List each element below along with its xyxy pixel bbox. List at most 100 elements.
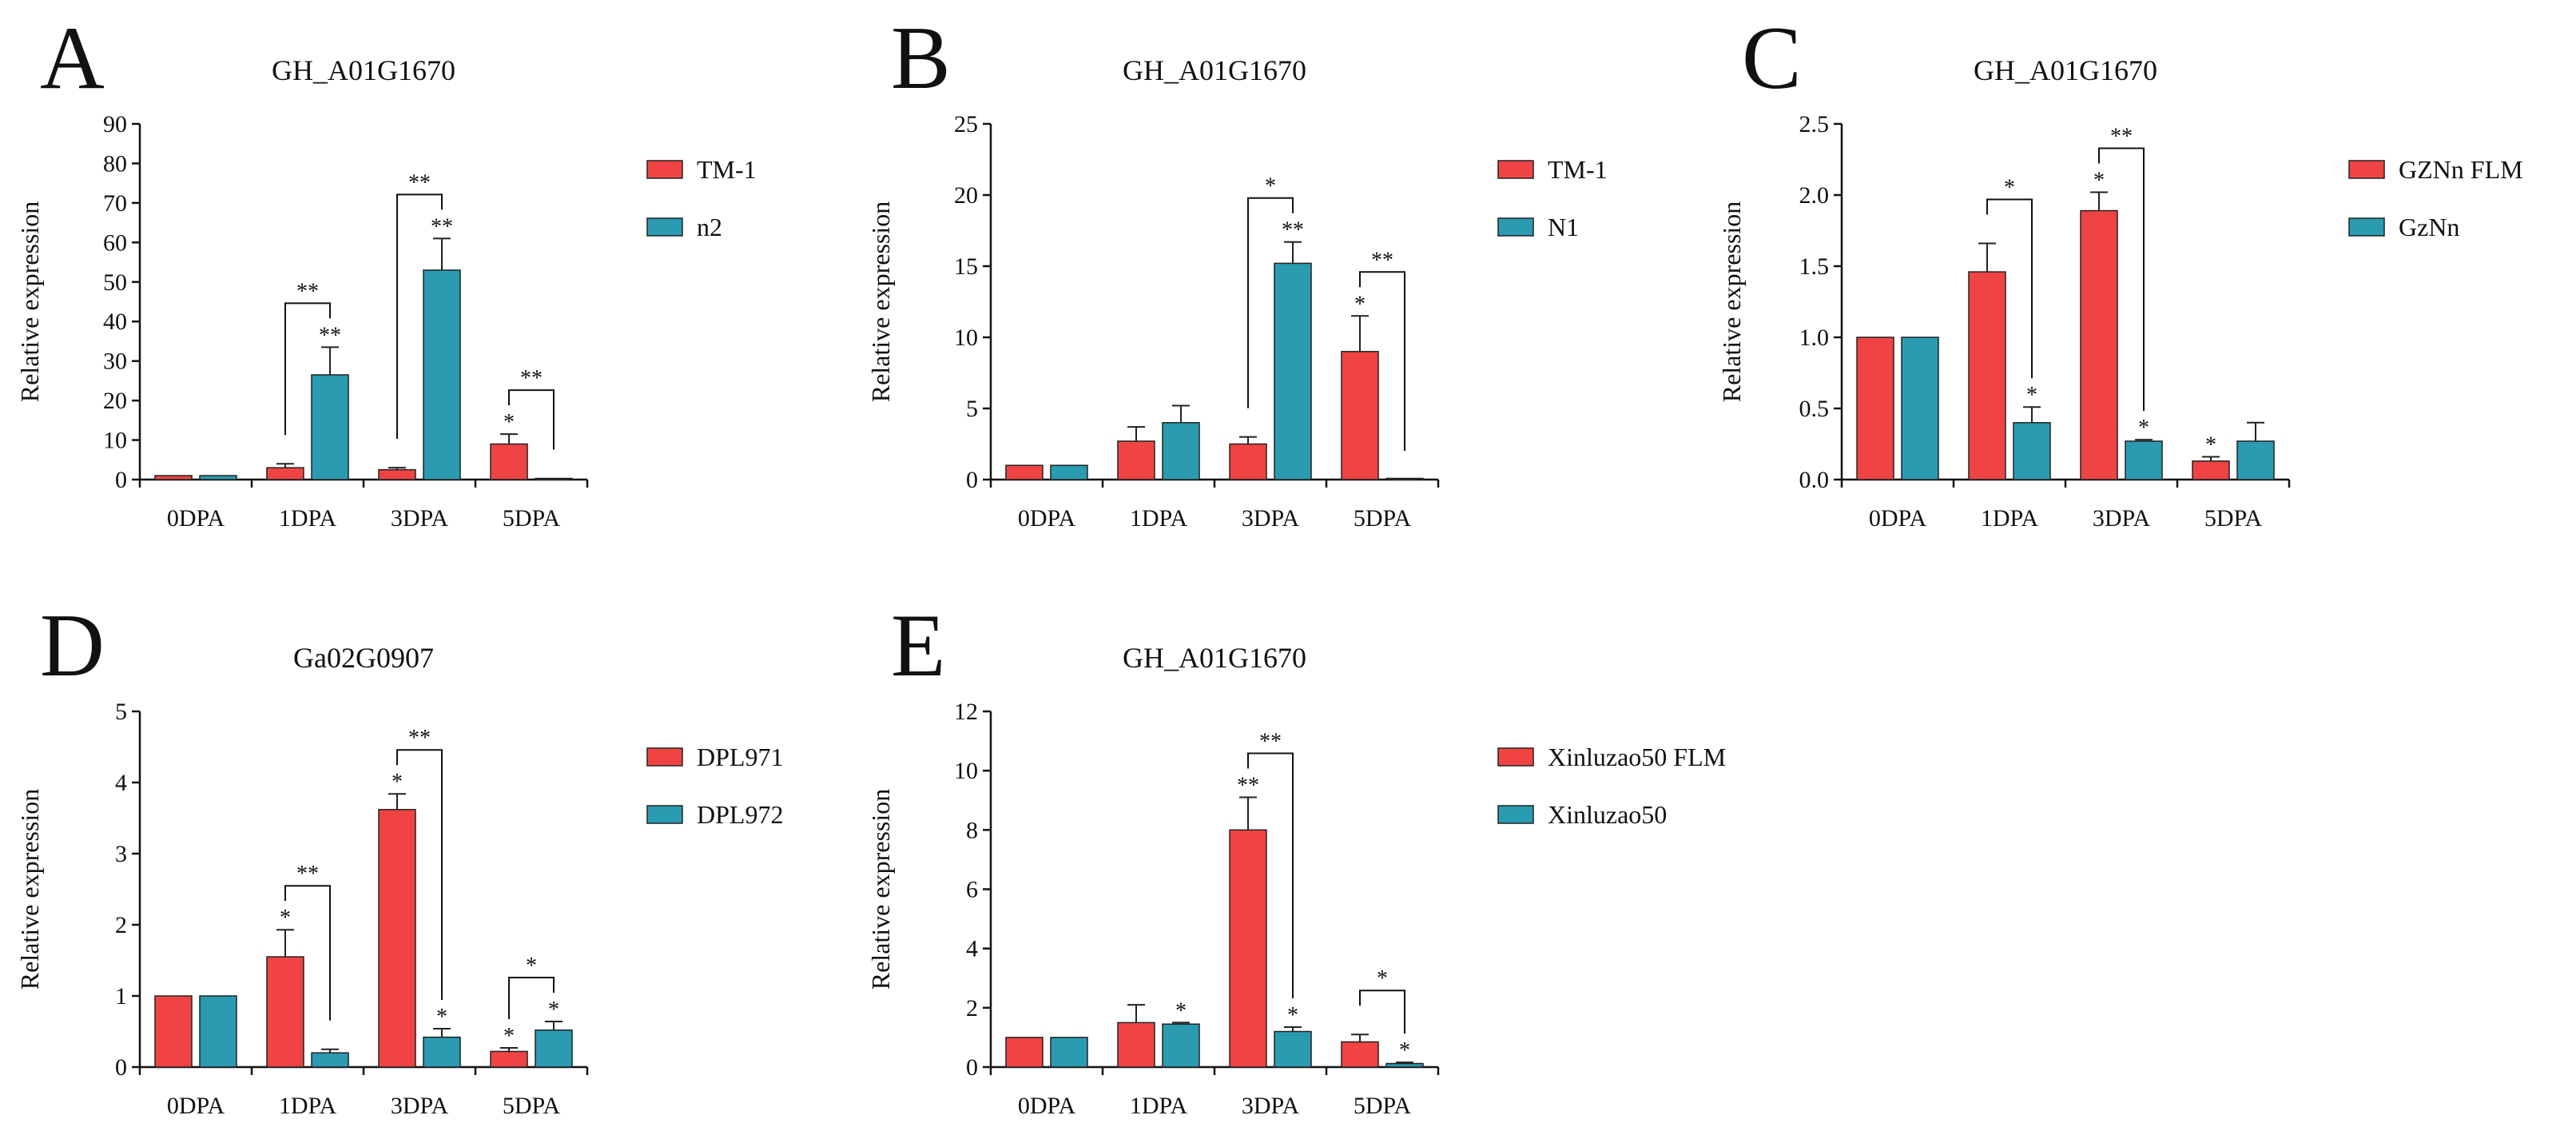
chart-b: B GH_A01G1670 0 5 10 15 20 25 Relative expressio… [866,9,1608,532]
chart-b-comparison-label: ** [1371,248,1393,273]
chart-b-bar-n1 [1274,262,1312,480]
chart-e-legend-label: Xinluzao50 [1548,800,1667,829]
chart-a-y-tick-label: 80 [103,150,127,177]
chart-a-comparison-label: ** [520,366,543,391]
chart-d-legend-swatch [646,805,683,824]
chart-a-x-tick-label: 3DPA [391,505,449,532]
chart-e-y-tick-label: 0 [966,1054,978,1081]
chart-a-comparison-bracket [396,193,443,440]
chart-b-bar-tm-1 [1117,440,1155,480]
chart-d-bar-dpl972 [423,1036,461,1068]
chart-e-comparison-bracket [1359,990,1405,1034]
chart-b-y-tick-label: 15 [954,253,978,280]
chart-d: D Ga02G0907 0 1 2 3 4 5 Relative expression 0DPA 1… [15,596,783,1119]
chart-a-bar-n2 [311,374,349,480]
chart-d-bar-dpl971 [490,1050,528,1068]
chart-d-significance-mark: * [280,906,291,930]
chart-e-x-tick-label: 0DPA [1018,1093,1076,1119]
chart-a-comparison-bracket [284,302,331,436]
chart-c-bar-gznn-flm [2080,209,2118,480]
chart-c-legend-swatch [2348,160,2385,179]
chart-d-panel-letter: D [40,596,105,695]
chart-b-x-tick-label: 3DPA [1242,505,1300,532]
chart-a-x-tick-label: 5DPA [503,505,561,532]
chart-b-comparison-bracket [1359,271,1405,451]
chart-b-y-tick-label: 0 [966,467,978,493]
chart-e-panel-letter: E [891,596,945,695]
chart-c-y-label: Relative expression [1717,201,1746,402]
chart-e-comparison-label: ** [1259,730,1282,755]
chart-e-bar-xinluzao50 [1385,1062,1424,1068]
chart-e-comparison-bracket [1247,752,1294,998]
chart-e-significance-mark: * [1175,998,1187,1023]
chart-b-y-tick-label: 5 [966,396,978,422]
chart-b-bar-tm-1 [1229,443,1267,480]
chart-d-bar-dpl972 [535,1029,573,1068]
chart-b-y-tick-label: 10 [954,325,978,351]
chart-b-title: GH_A01G1670 [1123,54,1306,86]
chart-c-significance-mark: * [2205,433,2216,458]
chart-c-x-tick-label: 1DPA [1981,505,2039,532]
chart-e-comparison-label: * [1377,966,1388,991]
chart-b-bar-n1 [1385,477,1424,480]
chart-a-legend-swatch [646,217,683,237]
chart-a-y-tick-label: 30 [103,348,127,375]
chart-d-legend-swatch [646,747,683,767]
chart-d-y-tick-label: 2 [115,912,127,938]
chart-e-y-tick-label: 6 [966,877,978,903]
chart-c-legend-swatch [2348,217,2385,237]
chart-d-comparison-bracket [284,885,331,1021]
chart-e-bar-xinluzao50 [1274,1030,1312,1068]
chart-a-legend-swatch [646,160,683,179]
chart-d-legend-label: DPL971 [697,743,783,771]
chart-e-y-tick-label: 10 [954,758,978,784]
chart-e-bar-xinluzao50-flm [1229,829,1267,1068]
chart-c-significance-mark: * [2093,168,2105,193]
chart-e-legend-swatch [1497,747,1534,767]
chart-a-x-tick-label: 1DPA [279,505,337,532]
chart-c-y-tick-label: 1.5 [1799,253,1830,280]
chart-b-legend-label: N1 [1548,213,1579,241]
chart-b-significance-mark: ** [1282,218,1304,243]
chart-a-y-tick-label: 70 [103,190,127,217]
chart-c-bar-gznn [2236,440,2275,480]
chart-b-bar-n1 [1162,422,1200,480]
chart-a-y-tick-label: 20 [103,388,127,414]
chart-e-y-tick-label: 12 [954,699,978,725]
chart-d-comparison-bracket [396,749,443,1000]
chart-e-title: GH_A01G1670 [1123,642,1306,674]
chart-c-bar-gznn-flm [1856,337,1894,480]
chart-b-bar-tm-1 [1005,464,1044,480]
chart-a-bar-n2 [535,477,573,480]
chart-c-y-tick-label: 1.0 [1799,325,1830,351]
chart-e-legend-swatch [1497,805,1534,824]
chart-b-bar-n1 [1050,464,1088,480]
chart-e-significance-mark: * [1399,1038,1410,1063]
chart-c-y-tick-label: 2.0 [1799,182,1830,209]
chart-a-bar-n2 [199,475,237,480]
chart-d-significance-mark: * [548,998,559,1022]
chart-a-y-tick-label: 60 [103,229,127,256]
chart-d-y-tick-label: 1 [115,983,127,1010]
chart-e-y-tick-label: 4 [966,936,978,962]
chart-a: A GH_A01G1670 0 10 20 30 40 50 60 70 80 90 Relative … [15,9,757,532]
chart-b-legend-swatch [1497,217,1534,237]
chart-e-y-tick-label: 8 [966,817,978,843]
chart-d-bar-dpl972 [199,995,237,1068]
chart-c-y-tick-label: 0.5 [1799,396,1830,422]
chart-d-significance-mark: * [392,770,403,795]
chart-a-y-tick-label: 50 [103,269,127,296]
chart-a-y-tick-label: 40 [103,309,127,335]
chart-d-x-tick-label: 1DPA [279,1093,337,1119]
chart-d-y-tick-label: 3 [115,841,127,867]
chart-e-bar-xinluzao50-flm [1005,1037,1044,1068]
chart-e-y-label: Relative expression [866,789,895,990]
chart-e-x-tick-label: 5DPA [1354,1093,1412,1119]
chart-e-y-tick-label: 2 [966,995,978,1022]
chart-d-comparison-label: ** [408,726,431,751]
chart-a-bar-tm-1 [266,467,304,480]
chart-e-bar-xinluzao50 [1050,1037,1088,1068]
chart-c-bar-gznn [1901,337,1939,480]
chart-b-x-tick-label: 5DPA [1354,505,1412,532]
chart-a-significance-mark: ** [319,323,341,348]
